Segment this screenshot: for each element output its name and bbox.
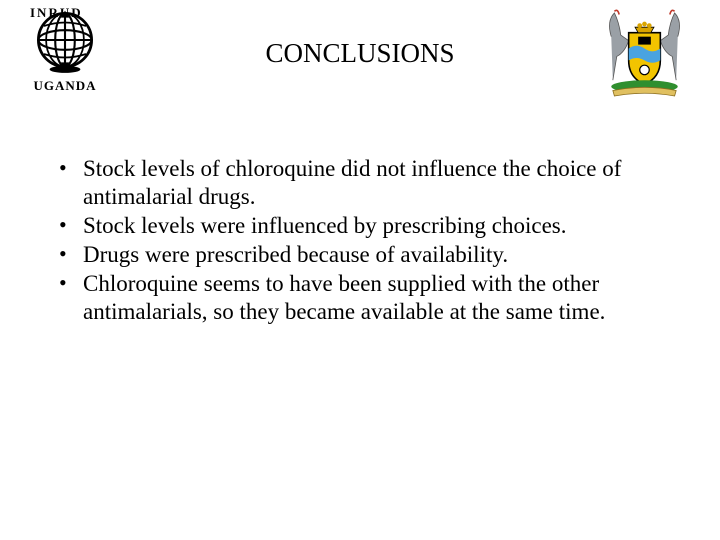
list-item: Stock levels were influenced by prescrib… [55, 212, 675, 240]
list-item: Drugs were prescribed because of availab… [55, 241, 675, 269]
list-item: Stock levels of chloroquine did not infl… [55, 155, 675, 211]
content-area: Stock levels of chloroquine did not infl… [0, 110, 720, 326]
coat-of-arms-icon [597, 5, 692, 100]
header: INRUD UGANDA CONCLUSIONS [0, 0, 720, 110]
bullet-list: Stock levels of chloroquine did not infl… [55, 155, 675, 326]
list-item: Chloroquine seems to have been supplied … [55, 270, 675, 326]
uganda-label: UGANDA [10, 78, 120, 94]
inrud-top-label: INRUD [30, 5, 83, 21]
